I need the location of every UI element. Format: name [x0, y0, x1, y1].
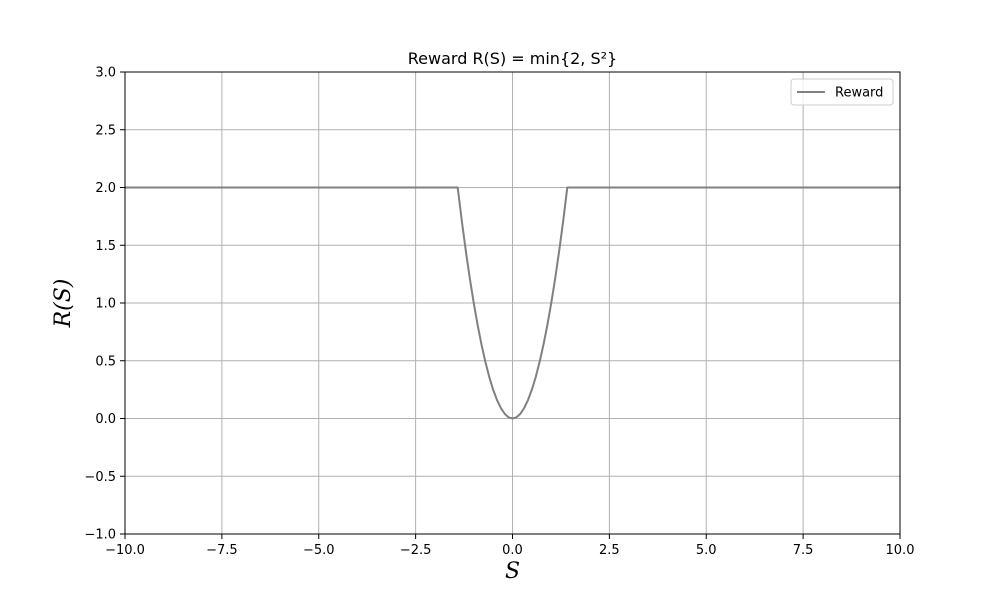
x-tick-label: 2.5: [599, 543, 620, 558]
x-tick-label: 5.0: [696, 543, 717, 558]
y-tick-label: 1.5: [95, 239, 116, 254]
x-axis-ticks: −10.0 −7.5 −5.0 −2.5 0.0 2.5 5.0 7.5 10.0: [105, 534, 914, 558]
y-tick-label: −1.0: [84, 528, 116, 543]
legend-label-reward: Reward: [835, 86, 883, 101]
y-axis-ticks: −1.0 −0.5 0.0 0.5 1.0 1.5 2.0 2.5 3.0: [84, 66, 125, 543]
y-tick-label: 1.0: [95, 297, 116, 312]
y-tick-label: 2.5: [95, 123, 116, 138]
chart-title: Reward R(S) = min{2, S²}: [408, 49, 617, 68]
series-line-reward: [125, 186, 900, 420]
y-tick-label: 3.0: [95, 66, 116, 81]
x-tick-label: −5.0: [303, 543, 335, 558]
legend: Reward: [790, 78, 894, 106]
legend-box: [790, 78, 894, 106]
y-tick-label: 0.5: [95, 354, 116, 369]
y-tick-label: 2.0: [95, 181, 116, 196]
series-layer: [125, 186, 900, 420]
x-tick-label: 7.5: [793, 543, 814, 558]
x-tick-label: 0.0: [502, 543, 523, 558]
grid-lines: [124, 71, 901, 535]
y-tick-label: −0.5: [84, 470, 116, 485]
x-tick-label: −7.5: [206, 543, 238, 558]
x-tick-label: −2.5: [400, 543, 432, 558]
x-tick-label: 10.0: [886, 543, 915, 558]
x-axis-label: S: [505, 559, 520, 584]
x-tick-label: −10.0: [105, 543, 145, 558]
y-axis-label: R(S): [51, 279, 76, 329]
y-tick-label: 0.0: [95, 412, 116, 427]
